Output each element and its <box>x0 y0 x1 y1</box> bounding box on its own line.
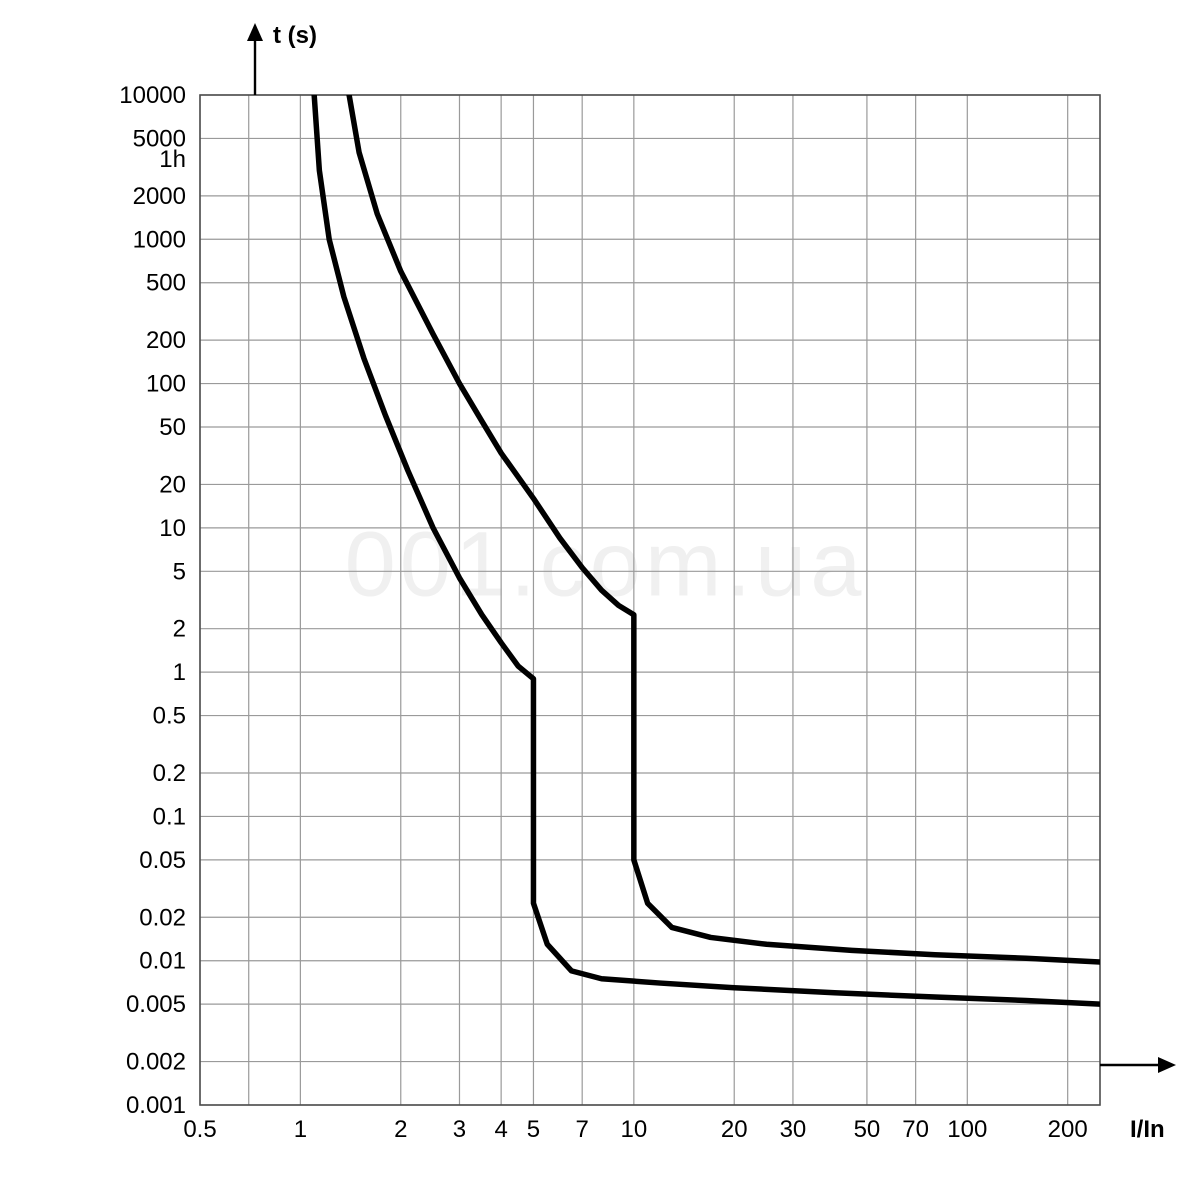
y-tick-label: 100 <box>146 371 186 398</box>
x-tick-label: 4 <box>494 1116 507 1143</box>
y-tick-label: 0.1 <box>153 803 186 830</box>
y-tick-label: 5 <box>173 558 186 585</box>
y-tick-label: 10 <box>159 515 186 542</box>
y-tick-label: 0.2 <box>153 760 186 787</box>
y-tick-label: 2000 <box>133 183 186 210</box>
y-tick-label: 10000 <box>119 82 186 109</box>
y-tick-label: 0.001 <box>126 1092 186 1119</box>
x-tick-label: 20 <box>721 1116 748 1143</box>
y-tick-label: 0.5 <box>153 703 186 730</box>
x-tick-label: 5 <box>527 1116 540 1143</box>
x-tick-label: 10 <box>620 1116 647 1143</box>
y-tick-label: 2 <box>173 616 186 643</box>
y-tick-label: 0.05 <box>139 847 186 874</box>
x-tick-label: 50 <box>854 1116 881 1143</box>
y-tick-label: 5000 <box>133 125 186 152</box>
y-tick-label: 1 <box>173 659 186 686</box>
x-tick-label: 200 <box>1048 1116 1088 1143</box>
x-tick-label: 0.5 <box>183 1116 216 1143</box>
y-tick-label: 500 <box>146 270 186 297</box>
x-tick-label: 30 <box>780 1116 807 1143</box>
x-axis-title: I/In <box>1130 1116 1165 1143</box>
trip-curve-chart: 001.com.ua0.512345710203050701002000.001… <box>0 0 1200 1200</box>
x-tick-label: 1 <box>294 1116 307 1143</box>
y-tick-label: 0.02 <box>139 904 186 931</box>
x-tick-label: 7 <box>576 1116 589 1143</box>
x-tick-label: 70 <box>902 1116 929 1143</box>
y-tick-label: 20 <box>159 471 186 498</box>
y-tick-label: 1000 <box>133 226 186 253</box>
y-tick-label: 50 <box>159 414 186 441</box>
y-tick-label: 200 <box>146 327 186 354</box>
x-tick-label: 2 <box>394 1116 407 1143</box>
x-tick-label: 100 <box>947 1116 987 1143</box>
y-tick-label: 0.005 <box>126 991 186 1018</box>
watermark-text: 001.com.ua <box>345 514 866 616</box>
y-tick-label: 0.002 <box>126 1049 186 1076</box>
y-tick-label: 0.01 <box>139 948 186 975</box>
x-tick-label: 3 <box>453 1116 466 1143</box>
y-axis-title: t (s) <box>273 22 317 49</box>
